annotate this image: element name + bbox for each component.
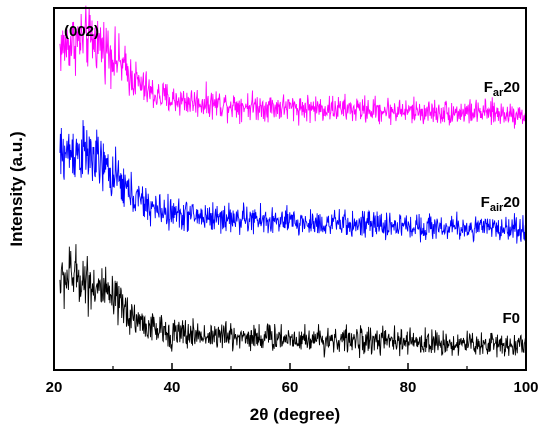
x-tick-label: 60 [282, 379, 299, 396]
series-label-fair20: Fair20 [481, 194, 520, 214]
x-axis-label: 2θ (degree) [250, 405, 340, 424]
series-label-f0: F0 [502, 310, 520, 327]
x-axis-ticks: 20 40 60 80 100 [46, 363, 539, 396]
series-line-f0 [59, 244, 527, 359]
series-line-fair20 [59, 120, 527, 244]
x-tick-label: 40 [164, 379, 181, 396]
series-line-far20 [59, 5, 527, 129]
x-tick-label: 100 [513, 379, 538, 396]
x-tick-label: 20 [46, 379, 63, 396]
series-labels: Far20 Fair20 F0 [481, 79, 520, 327]
peak-annotation: (002) [64, 23, 99, 40]
y-axis-label: Intensity (a.u.) [7, 131, 26, 246]
x-tick-label: 80 [400, 379, 417, 396]
series-label-far20: Far20 [484, 79, 520, 99]
series-layer [59, 5, 527, 359]
